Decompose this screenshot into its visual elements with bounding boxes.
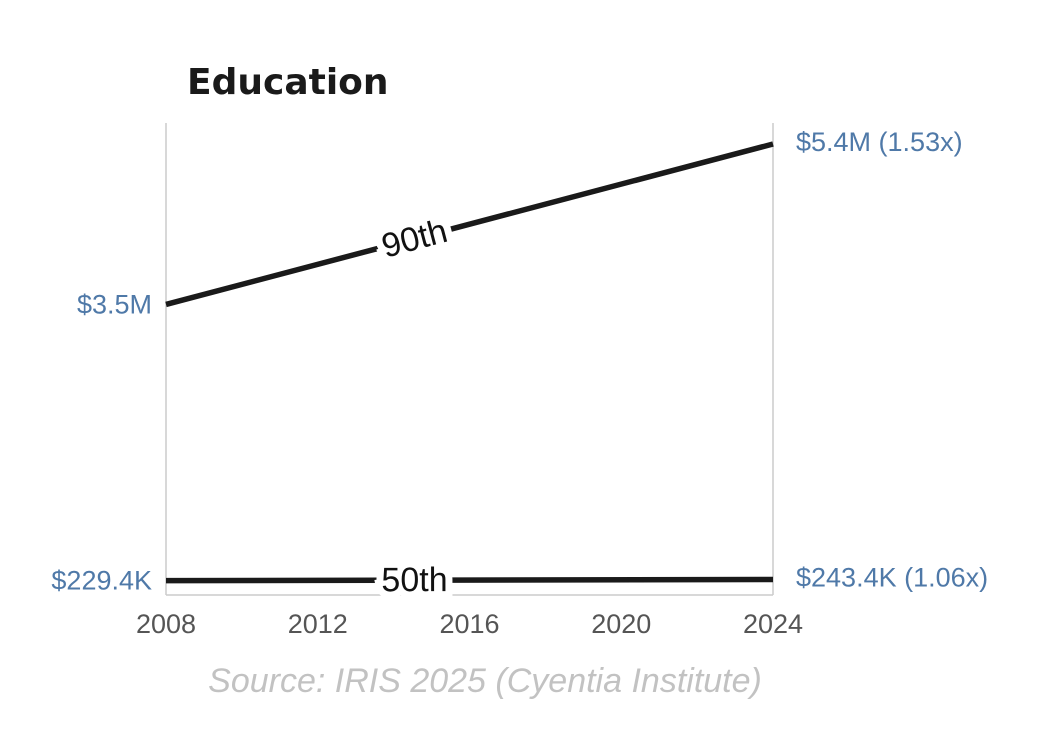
start-value-label-50th: $229.4K: [51, 566, 152, 596]
source-note: Source: IRIS 2025 (Cyentia Institute): [208, 662, 762, 700]
series-label-50th: 50th: [381, 561, 447, 599]
end-value-label-90th: $5.4M (1.53x): [796, 127, 963, 157]
start-value-label-90th: $3.5M: [77, 289, 152, 319]
series-line-50th: [165, 576, 774, 584]
x-tick-label-2024: 2024: [743, 609, 803, 639]
end-value-label-50th: $243.4K (1.06x): [796, 562, 988, 592]
x-axis: 2008 2012 2016 2020 2024: [136, 609, 803, 639]
x-tick-label-2012: 2012: [288, 609, 348, 639]
series-layer: 90th 50th: [165, 141, 774, 606]
series-line-90th: [165, 141, 774, 308]
x-tick-label-2008: 2008: [136, 609, 196, 639]
value-label-layer: $3.5M $5.4M (1.53x) $229.4K $243.4K (1.06x): [51, 127, 988, 596]
x-tick-label-2020: 2020: [591, 609, 651, 639]
x-tick-label-2016: 2016: [439, 609, 499, 639]
plot-frame: [165, 123, 774, 596]
chart-title: Education: [187, 62, 389, 103]
series-label-90th: 90th: [378, 212, 452, 266]
